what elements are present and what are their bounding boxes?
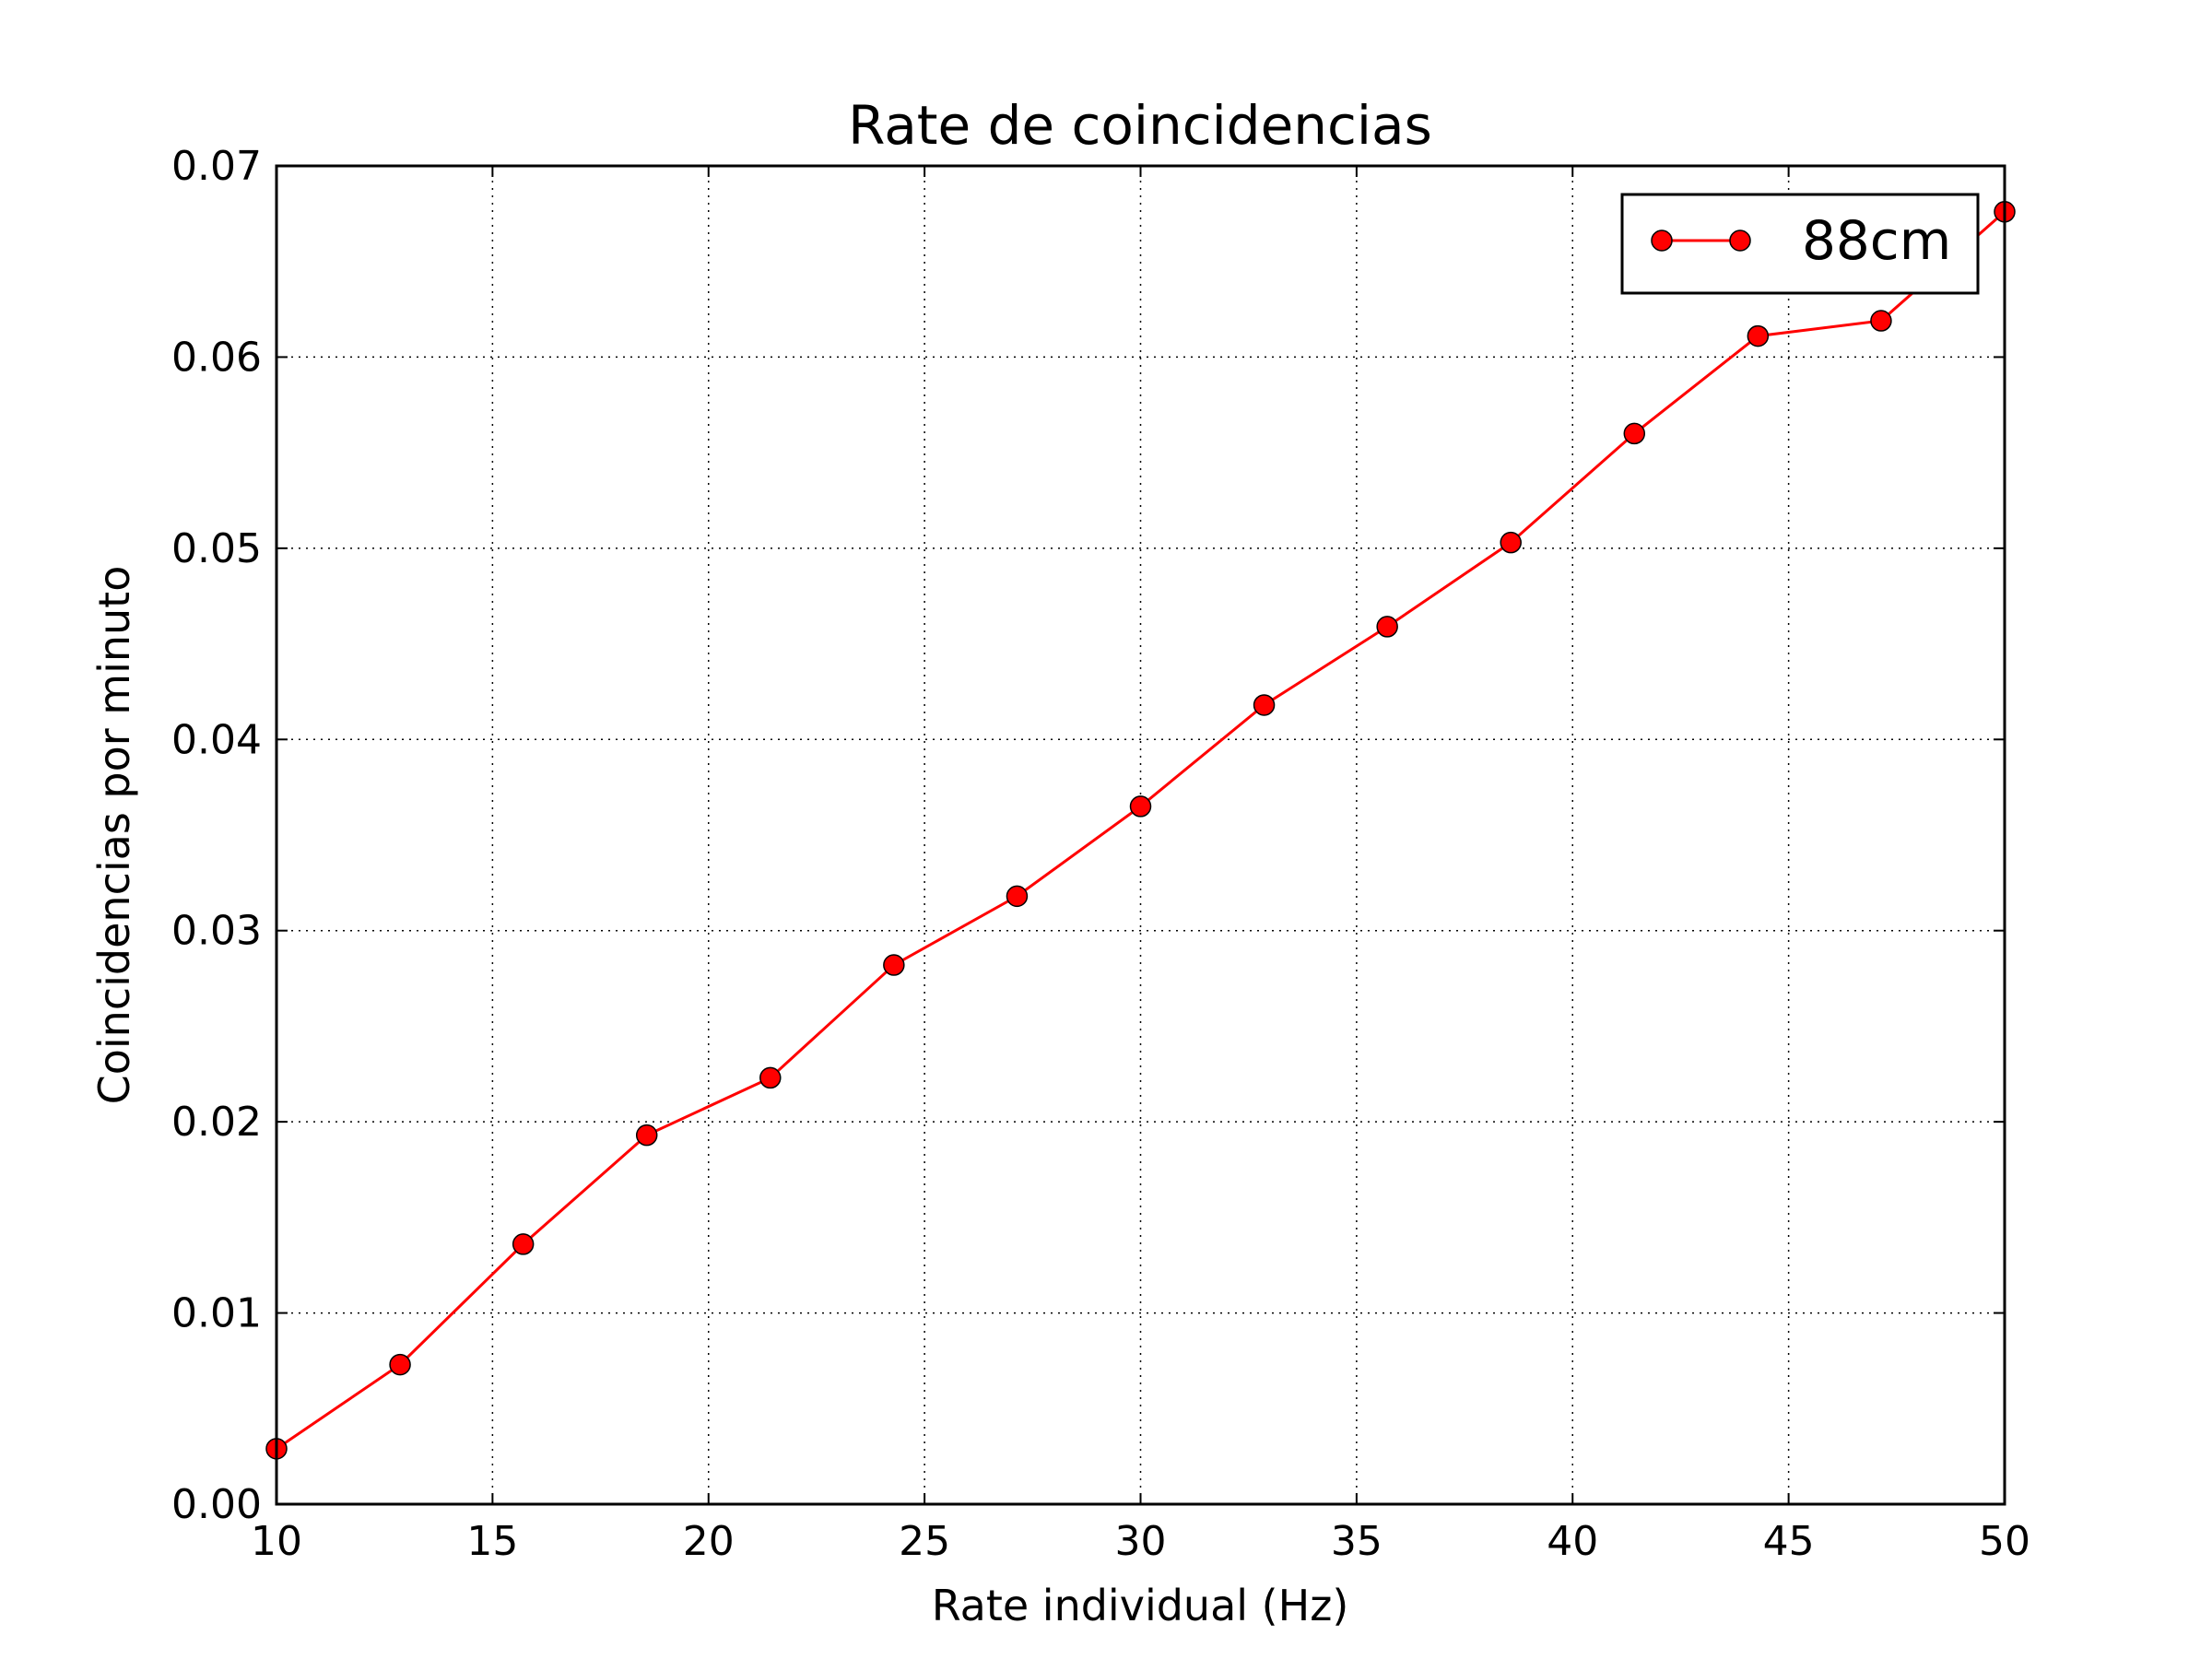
series-layer: [265, 201, 2016, 1460]
data-point: [512, 1233, 535, 1255]
data-point: [1006, 885, 1029, 908]
legend-label: 88cm: [1802, 209, 1951, 272]
y-tick-label: 0.07: [171, 143, 262, 190]
x-tick-label: 45: [1763, 1518, 1815, 1565]
y-axis-label: Coincidencias por minuto: [89, 566, 139, 1105]
y-tick-label: 0.01: [171, 1290, 262, 1337]
data-point: [1623, 422, 1646, 445]
legend-box: [1620, 193, 1980, 295]
legend: 88cm: [1620, 193, 1980, 295]
data-point: [1747, 324, 1770, 347]
x-tick-label: 10: [251, 1518, 302, 1565]
y-tick-label: 0.04: [171, 716, 262, 763]
data-point: [1376, 616, 1398, 638]
data-point: [389, 1353, 411, 1376]
x-axis-label: Rate individual (Hz): [932, 1581, 1349, 1630]
ticks: 10 15 20 25 30 35 40 45 50 0.00 0.01 0.02 0.03 0.04 0.…: [171, 143, 2030, 1565]
chart-title: Rate de coincidencias: [848, 94, 1432, 157]
data-point: [1870, 310, 1892, 332]
y-tick-label: 0.06: [171, 334, 262, 381]
x-tick-label: 50: [1979, 1518, 2030, 1565]
x-tick-label: 35: [1331, 1518, 1382, 1565]
data-point: [759, 1066, 782, 1089]
data-point: [883, 954, 905, 976]
x-tick-label: 20: [683, 1518, 735, 1565]
x-tick-label: 15: [466, 1518, 518, 1565]
legend-marker: [1729, 229, 1751, 252]
y-tick-label: 0.05: [171, 525, 262, 572]
y-tick-label: 0.02: [171, 1099, 262, 1146]
data-point: [1129, 795, 1152, 818]
legend-marker: [1651, 229, 1673, 252]
data-point: [1253, 694, 1276, 716]
x-tick-label: 40: [1547, 1518, 1598, 1565]
y-tick-label: 0.03: [171, 908, 262, 955]
y-tick-label: 0.00: [171, 1481, 262, 1528]
x-tick-label: 25: [899, 1518, 950, 1565]
data-point: [1500, 531, 1522, 554]
x-tick-label: 30: [1115, 1518, 1167, 1565]
data-point: [635, 1124, 658, 1147]
